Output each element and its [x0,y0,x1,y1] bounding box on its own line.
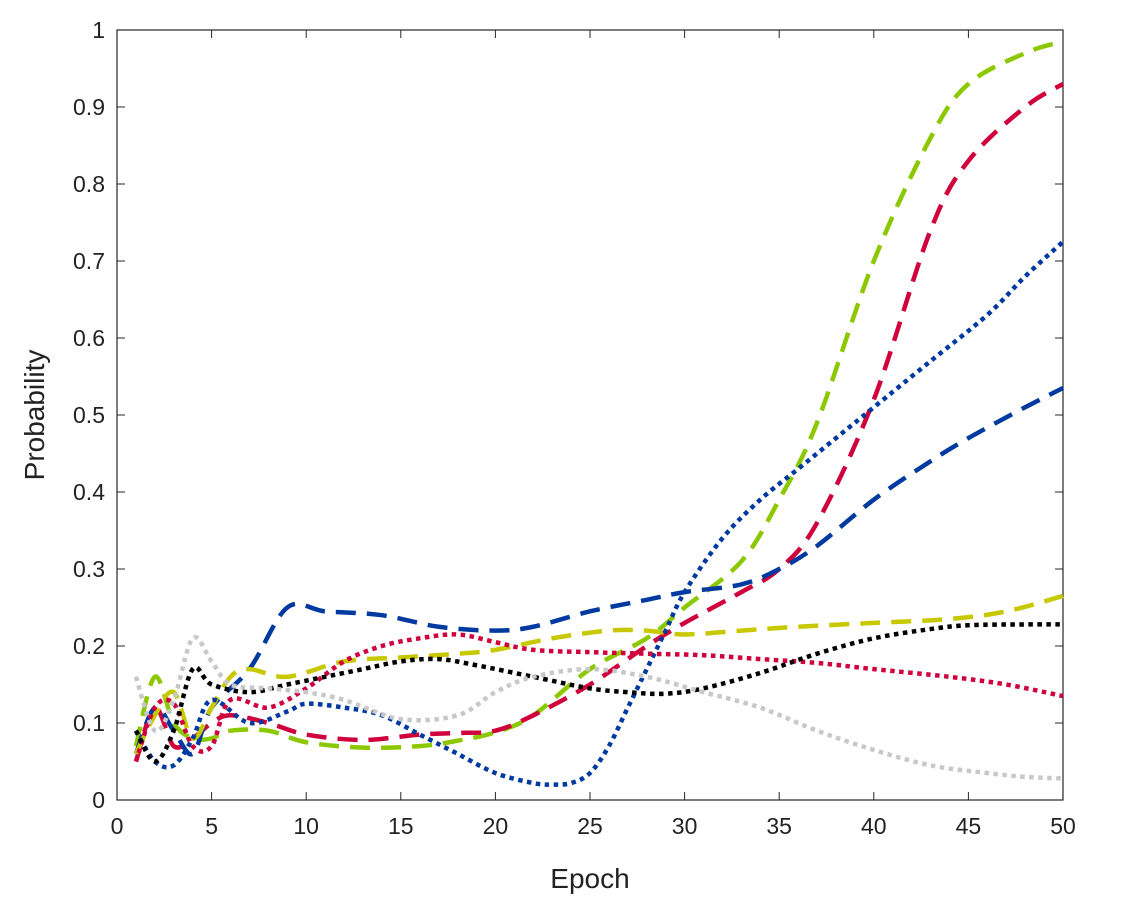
x-tick-label: 25 [577,813,603,839]
series-crimson-dashed [133,81,1065,763]
x-tick-label: 50 [1050,813,1076,839]
x-tick-label: 10 [293,813,319,839]
x-tick-label: 15 [388,813,414,839]
x-tick-label: 40 [861,813,887,839]
y-tick-label: 0.5 [73,402,105,428]
y-tick-label: 0 [92,787,105,813]
y-tick-label: 0.6 [73,325,105,351]
x-axis-label: Epoch [550,863,629,894]
series-blue-dotted [133,240,1065,787]
y-tick-label: 1 [92,17,105,43]
x-tick-label: 35 [766,813,792,839]
x-tick-label: 30 [672,813,698,839]
y-tick-label: 0.2 [73,633,105,659]
y-tick-label: 0.3 [73,556,105,582]
x-tick-label: 20 [483,813,509,839]
series-crimson-dotted [133,632,1064,763]
y-tick-label: 0.1 [73,710,105,736]
x-tick-label: 5 [205,813,218,839]
x-tick-label: 0 [111,813,124,839]
y-tick-label: 0.9 [73,94,105,120]
series-black-dotted [133,622,1064,764]
series-group [133,39,1065,787]
axis-ticks: 0 5 10 15 20 25 30 35 40 45 50 0 0.1 0.2 0.3 0.4 0.5 0.6 0… [73,17,1076,839]
y-tick-label: 0.4 [73,479,105,505]
series-yellow-dashed [133,593,1064,755]
series-lime-dashed [133,39,1064,751]
y-axis-label: Probability [19,350,50,481]
series-blue-dashed [133,386,1065,757]
series-gray-dotted [133,634,1064,781]
x-tick-label: 45 [956,813,982,839]
y-tick-label: 0.7 [73,248,105,274]
y-tick-label: 0.8 [73,171,105,197]
